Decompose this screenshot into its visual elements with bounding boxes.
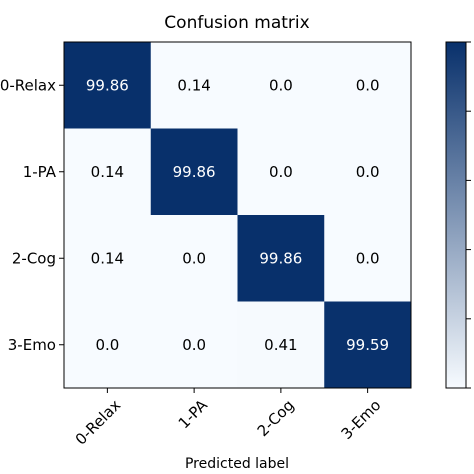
heatmap-cell xyxy=(150,128,238,216)
cell-value-label: 0.14 xyxy=(91,163,124,181)
cell-value-label: 0.0 xyxy=(182,336,206,354)
y-tick-labels: 0-Relax 1-PA 2-Cog 3-Emo xyxy=(0,76,64,354)
x-tick-label: 1-PA xyxy=(175,396,212,433)
x-tick-label: 0-Relax xyxy=(72,396,125,449)
heatmap-cell xyxy=(237,215,325,302)
heatmap-cell xyxy=(324,128,412,216)
colorbar xyxy=(445,41,471,389)
cell-value-label: 99.86 xyxy=(259,249,302,267)
heatmap-cell xyxy=(324,215,412,302)
x-axis-label: Predicted label xyxy=(185,456,289,472)
cell-value-label: 0.14 xyxy=(91,249,124,267)
heatmap-cell xyxy=(324,301,412,389)
heatmap-cell xyxy=(150,42,238,129)
cell-value-label: 0.0 xyxy=(269,76,293,94)
y-tick-label: 0-Relax xyxy=(0,76,56,94)
heatmap-cell xyxy=(64,215,152,302)
heatmap-cell xyxy=(64,301,152,389)
heatmap-cell xyxy=(150,301,238,389)
chart-title: Confusion matrix xyxy=(164,13,309,33)
y-tick-label: 3-Emo xyxy=(8,336,56,354)
cell-value-label: 0.0 xyxy=(95,336,119,354)
cell-value-label: 0.0 xyxy=(356,76,380,94)
heatmap-cell xyxy=(64,42,152,129)
heatmap-cell xyxy=(237,128,325,216)
cell-value-label: 0.0 xyxy=(356,249,380,267)
y-tick-label: 2-Cog xyxy=(12,249,56,267)
y-tick-label: 1-PA xyxy=(23,163,57,181)
cell-value-label: 0.41 xyxy=(264,336,297,354)
heatmap-cell xyxy=(237,301,325,389)
cell-value-label: 0.0 xyxy=(356,163,380,181)
heatmap-cell xyxy=(150,215,238,302)
plot-frame xyxy=(63,41,412,389)
x-tick-labels: 0-Relax 1-PA 2-Cog 3-Emo xyxy=(72,388,385,449)
colorbar-bar xyxy=(445,41,467,389)
heatmap-cell xyxy=(64,128,152,216)
cell-value-label: 0.14 xyxy=(177,76,210,94)
heatmap-cell xyxy=(237,42,325,129)
cell-value-label: 0.0 xyxy=(182,249,206,267)
x-tick-label: 2-Cog xyxy=(254,396,298,440)
cell-value-label: 99.59 xyxy=(346,336,389,354)
cell-value-label: 99.86 xyxy=(86,76,129,94)
x-tick-label: 3-Emo xyxy=(338,396,385,443)
heatmap-cells: 99.86 0.14 0.0 0.0 0.14 99.86 0.0 0.0 0.14 0.0 99.… xyxy=(64,42,412,389)
cell-value-label: 0.0 xyxy=(269,163,293,181)
cell-value-label: 99.86 xyxy=(173,163,216,181)
heatmap-cell xyxy=(324,42,412,129)
